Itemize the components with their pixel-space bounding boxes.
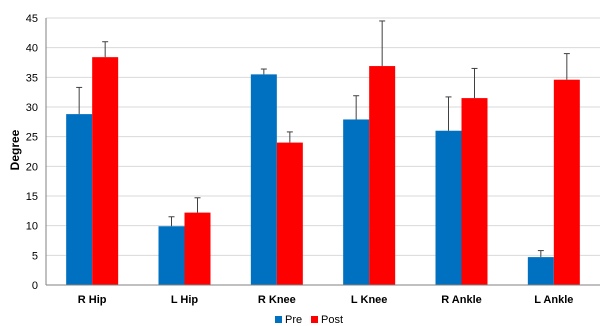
- legend-swatch-post: [311, 316, 318, 323]
- x-category-label: R Hip: [78, 294, 107, 306]
- y-tick-label: 15: [26, 191, 38, 203]
- bars: [66, 57, 580, 286]
- bar-post: [553, 79, 580, 285]
- legend-swatch-pre: [275, 316, 282, 323]
- y-axis-label: Degree: [8, 129, 22, 170]
- bar-pre: [527, 257, 554, 285]
- x-category-label: R Knee: [258, 294, 296, 306]
- y-axis-ticks: 0 5 10 15 20 25 30 35 40 45: [26, 13, 38, 292]
- y-tick-label: 10: [26, 221, 38, 233]
- legend-label-post: Post: [321, 314, 343, 326]
- bar-post: [461, 98, 488, 285]
- x-axis-categories: R Hip L Hip R Knee L Knee R Ankle L Ankle: [78, 294, 574, 306]
- y-tick-label: 30: [26, 102, 38, 114]
- y-tick-label: 25: [26, 132, 38, 144]
- grid-lines: [46, 17, 600, 256]
- x-category-label: L Ankle: [534, 294, 573, 306]
- x-category-label: L Hip: [171, 294, 199, 306]
- y-tick-label: 0: [32, 280, 38, 292]
- bar-post: [276, 142, 303, 285]
- y-tick-label: 40: [26, 43, 38, 55]
- y-tick-label: 35: [26, 72, 38, 84]
- y-tick-label: 20: [26, 161, 38, 173]
- bar-pre: [250, 74, 277, 285]
- bar-pre: [343, 119, 370, 286]
- y-tick-label: 45: [26, 13, 38, 25]
- legend: Pre Post: [275, 314, 343, 326]
- y-tick-label: 5: [32, 250, 38, 262]
- bar-post: [184, 212, 211, 285]
- bar-pre: [158, 226, 185, 285]
- bar-post: [92, 57, 119, 285]
- error-bars: [76, 20, 570, 258]
- legend-label-pre: Pre: [285, 314, 302, 326]
- x-category-label: L Knee: [351, 294, 387, 306]
- bar-pre: [66, 114, 93, 286]
- bar-post: [369, 66, 396, 285]
- x-category-label: R Ankle: [441, 294, 482, 306]
- bar-pre: [435, 130, 462, 285]
